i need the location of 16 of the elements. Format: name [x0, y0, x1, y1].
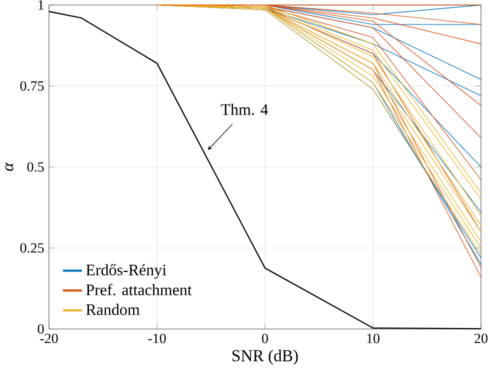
x-tick-label: 0: [262, 334, 268, 344]
legend-label: Random: [86, 304, 140, 316]
annotation: Thm. 4: [221, 104, 268, 116]
legend-label: Erdős-Rényi: [86, 264, 166, 279]
y-tick-label: 0.25: [20, 243, 44, 253]
x-axis-title: SNR (dB): [232, 350, 298, 365]
y-tick-label: 1: [38, 0, 44, 10]
x-tick-label: 20: [474, 334, 488, 344]
x-tick-label: 10: [367, 334, 380, 344]
legend-label: Pref. attachment: [86, 284, 192, 296]
y-tick-label: 0: [38, 324, 44, 334]
x-tick-label: -20: [40, 334, 58, 344]
x-tick-label: -10: [148, 334, 166, 344]
y-tick-label: 0.75: [20, 81, 44, 91]
y-tick-label: 0.5: [27, 162, 44, 172]
y-axis-title: α: [5, 162, 14, 171]
